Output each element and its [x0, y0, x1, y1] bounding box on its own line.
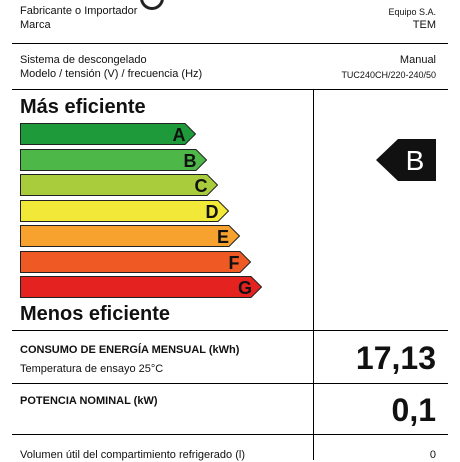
efficiency-bar-c: C [20, 174, 218, 196]
efficiency-bar-letter: C [195, 176, 208, 196]
divider [12, 330, 448, 331]
efficiency-bar-g: G [20, 276, 262, 298]
efficiency-bar-b: B [20, 148, 207, 171]
efficiency-bar-a: A [20, 123, 196, 145]
rating-letter: B [406, 145, 425, 176]
consumption-label: CONSUMO DE ENERGÍA MENSUAL (kWh) [20, 344, 240, 356]
divider [12, 383, 448, 384]
efficiency-bar-shape: B [20, 148, 207, 171]
rating-arrow-shape: B [376, 139, 436, 181]
brand-value: TEM [412, 19, 436, 31]
power-value: 0,1 [391, 392, 436, 428]
efficiency-bar-shape: E [20, 225, 240, 247]
volume-value: 0 [429, 449, 436, 461]
divider [313, 330, 314, 460]
efficiency-bar-letter: B [184, 151, 197, 171]
efficiency-bar-shape: C [20, 174, 218, 196]
efficiency-bar-shape: A [20, 123, 196, 145]
defrost-label: Sistema de descongelado [20, 54, 147, 66]
model-label: Modelo / tensión (V) / frecuencia (Hz) [20, 68, 203, 80]
consumption-sublabel: Temperatura de ensayo 25°C [20, 363, 164, 375]
efficiency-bar-letter: F [229, 253, 240, 273]
volume-label: Volumen útil del compartimiento refriger… [20, 449, 245, 461]
divider [12, 43, 448, 44]
efficiency-bar-e: E [20, 225, 240, 247]
efficiency-bar-letter: D [206, 202, 219, 222]
divider [313, 89, 314, 330]
divider [12, 89, 448, 90]
efficiency-bar-d: D [20, 199, 229, 222]
manufacturer-value: Equipo S.A. [388, 7, 436, 17]
consumption-value: 17,13 [355, 340, 436, 376]
scale-top-label: Más eficiente [20, 96, 146, 118]
rating-arrow: B [376, 139, 436, 181]
model-value: TUC240CH/220-240/50 [341, 70, 436, 80]
efficiency-bar-shape: G [20, 276, 262, 298]
efficiency-bar-letter: A [173, 125, 186, 145]
brand-label: Marca [20, 19, 51, 31]
divider [12, 434, 448, 435]
efficiency-bar-letter: G [238, 278, 252, 298]
efficiency-bar-shape: D [20, 199, 229, 222]
efficiency-bar-f: F [20, 250, 251, 273]
defrost-value: Manual [399, 54, 436, 66]
power-label: POTENCIA NOMINAL (kW) [20, 395, 158, 407]
scale-bottom-label: Menos eficiente [20, 303, 171, 325]
logo-mark [140, 0, 164, 10]
efficiency-bar-letter: E [217, 227, 229, 247]
efficiency-bar-shape: F [20, 250, 251, 273]
manufacturer-label: Fabricante o Importador [20, 5, 138, 17]
